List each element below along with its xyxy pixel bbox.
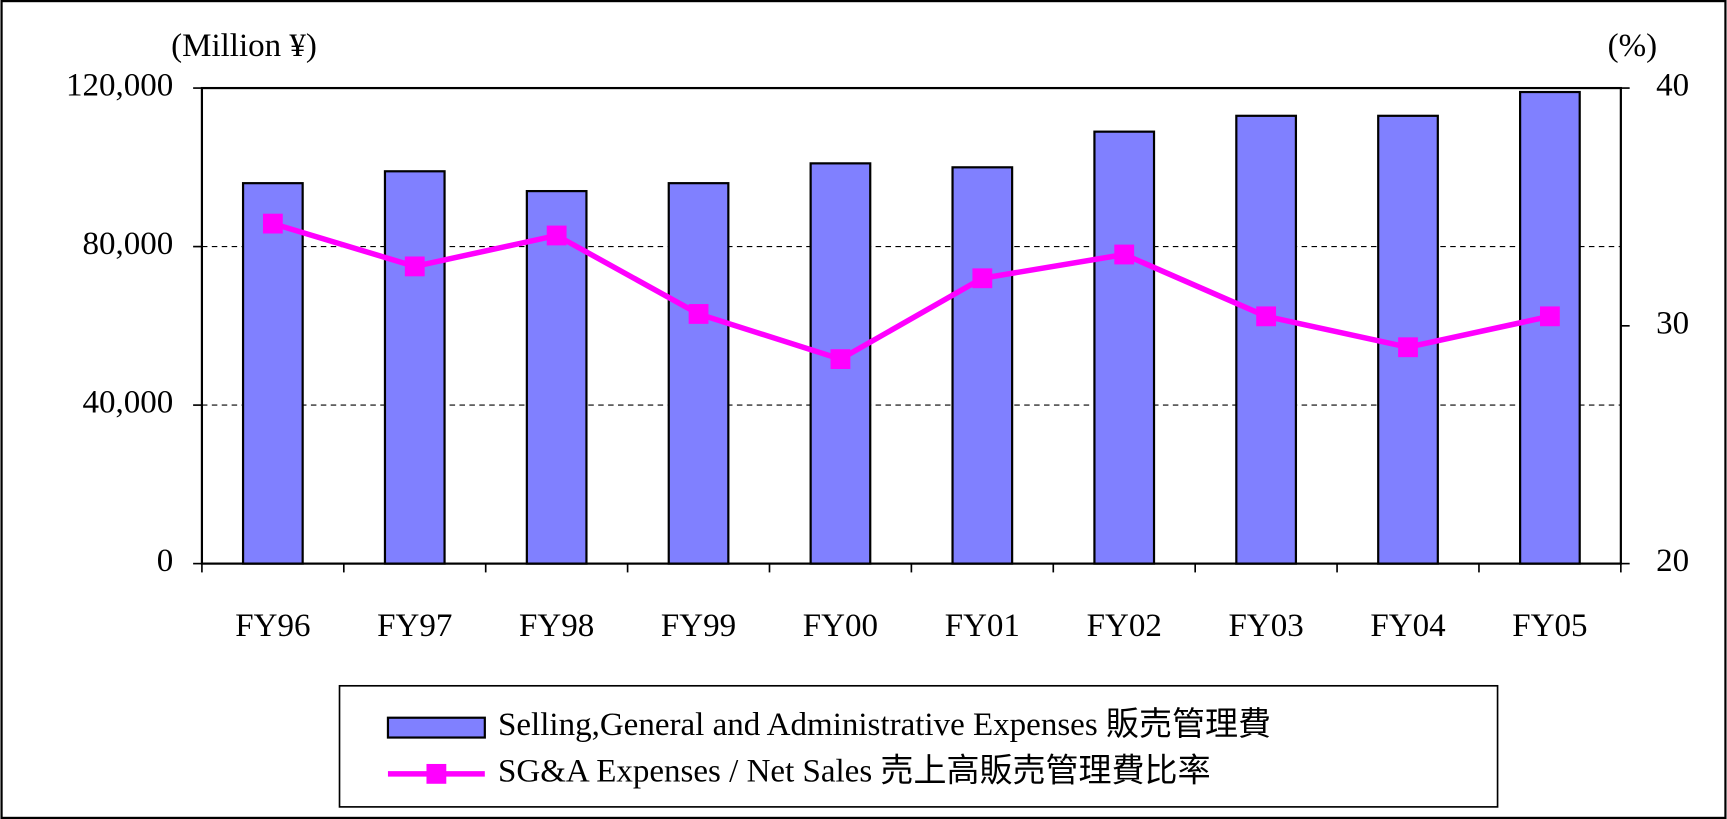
marker [1114, 244, 1135, 265]
plot-border [200, 86, 1622, 565]
marker [546, 225, 567, 246]
legend [338, 684, 1499, 808]
legend-label: SG&A Expenses / Net Sales 売上高販売管理費比率 [498, 752, 1211, 789]
x-tick-label: FY97 [377, 608, 452, 644]
bar [383, 170, 446, 565]
line [272, 220, 1551, 363]
bar [525, 189, 588, 565]
x-tick-label: FY03 [1229, 608, 1304, 644]
legend-swatch [386, 716, 486, 739]
y2-tick-label: 40 [1656, 68, 1689, 104]
x-tick-label: FY96 [235, 608, 310, 644]
y-tick-label: 40,000 [82, 385, 173, 421]
x-tick-label: FY02 [1087, 608, 1162, 644]
x-tick-label: FY98 [519, 608, 594, 644]
marker [1398, 337, 1418, 358]
bar [951, 166, 1014, 565]
y2-tick-label: 20 [1656, 543, 1689, 579]
marker [830, 349, 851, 370]
bar [667, 182, 730, 565]
marker [262, 213, 283, 234]
y2-axis-label: (%) [1608, 28, 1658, 64]
marker [404, 256, 425, 277]
marker [1540, 306, 1560, 327]
marker [1256, 306, 1277, 327]
bar [241, 182, 304, 565]
x-tick-label: FY99 [661, 608, 736, 644]
bar [1519, 90, 1581, 565]
y-tick-label: 0 [157, 543, 174, 579]
bar [1235, 114, 1298, 565]
y-tick-label: 80,000 [82, 226, 173, 262]
x-tick-label: FY00 [803, 608, 878, 644]
y-axis-label: (Million ¥) [171, 28, 317, 64]
bar [1093, 130, 1156, 565]
x-tick-label: FY05 [1512, 608, 1587, 644]
legend-marker [426, 763, 447, 784]
y-tick-label: 120,000 [66, 68, 173, 104]
y2-tick-label: 30 [1656, 305, 1689, 341]
legend-label: Selling,General and Administrative Expen… [498, 706, 1271, 743]
x-tick-label: FY01 [945, 608, 1020, 644]
marker [972, 268, 993, 289]
x-tick-label: FY04 [1370, 608, 1445, 644]
marker [688, 304, 709, 324]
